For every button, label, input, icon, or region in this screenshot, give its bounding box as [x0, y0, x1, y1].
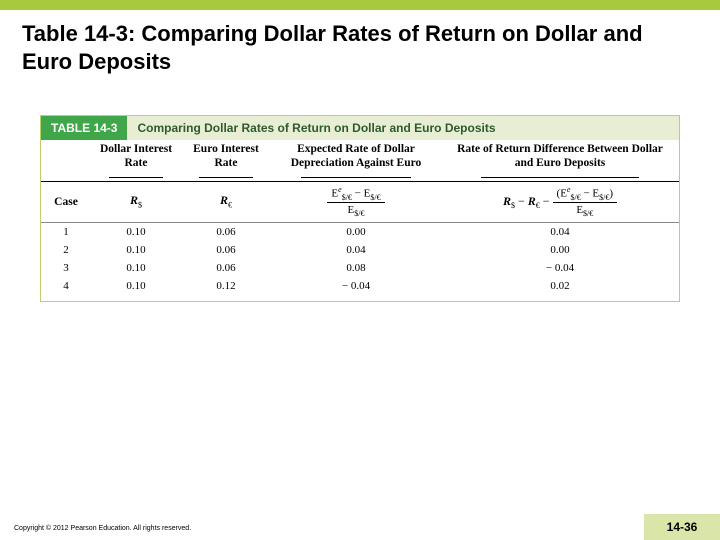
symbol-difference-formula: R$ − R€ − (Ee$/€ − E$/€) E$/€ — [441, 181, 679, 222]
table-container: TABLE 14-3 Comparing Dollar Rates of Ret… — [40, 115, 680, 302]
cell-r-euro: 0.06 — [181, 259, 271, 277]
table-row: 2 0.10 0.06 0.04 0.00 — [41, 241, 679, 259]
cell-depreciation: 0.08 — [271, 259, 441, 277]
accent-top-bar — [0, 0, 720, 10]
cell-difference: 0.02 — [441, 277, 679, 295]
table-number-chip: TABLE 14-3 — [41, 116, 127, 140]
copyright-text: Copyright © 2012 Pearson Education. All … — [14, 525, 191, 532]
col-header-euro-rate: Euro Interest Rate — [181, 140, 271, 174]
symbol-row: Case R$ R€ Ee$/€ − E$/€ E$/€ R$ − R€ − (… — [41, 181, 679, 222]
cell-r-euro: 0.06 — [181, 241, 271, 259]
cell-r-dollar: 0.10 — [91, 241, 181, 259]
cell-depreciation: 0.04 — [271, 241, 441, 259]
header-rule-row — [41, 174, 679, 182]
cell-r-dollar: 0.10 — [91, 277, 181, 295]
cell-case: 1 — [41, 223, 91, 241]
cell-case: 4 — [41, 277, 91, 295]
table-title-bar: TABLE 14-3 Comparing Dollar Rates of Ret… — [41, 116, 679, 140]
cell-case: 3 — [41, 259, 91, 277]
slide-title: Table 14-3: Comparing Dollar Rates of Re… — [0, 10, 720, 81]
cell-difference: 0.00 — [441, 241, 679, 259]
header-text-row: Dollar Interest Rate Euro Interest Rate … — [41, 140, 679, 174]
footer: Copyright © 2012 Pearson Education. All … — [0, 514, 720, 540]
cell-r-dollar: 0.10 — [91, 223, 181, 241]
cell-r-euro: 0.12 — [181, 277, 271, 295]
col-header-depreciation: Expected Rate of Dollar Depreciation Aga… — [271, 140, 441, 174]
symbol-depreciation-fraction: Ee$/€ − E$/€ E$/€ — [271, 181, 441, 222]
cell-difference: − 0.04 — [441, 259, 679, 277]
cell-r-euro: 0.06 — [181, 223, 271, 241]
col-header-difference: Rate of Return Difference Between Dollar… — [441, 140, 679, 174]
rates-table: Dollar Interest Rate Euro Interest Rate … — [41, 140, 679, 301]
case-column-label: Case — [41, 181, 91, 222]
table-row: 1 0.10 0.06 0.00 0.04 — [41, 223, 679, 241]
cell-depreciation: 0.00 — [271, 223, 441, 241]
cell-difference: 0.04 — [441, 223, 679, 241]
col-header-dollar-rate: Dollar Interest Rate — [91, 140, 181, 174]
symbol-r-euro: R€ — [181, 181, 271, 222]
page-number-chip: 14-36 — [644, 514, 720, 540]
table-row: 3 0.10 0.06 0.08 − 0.04 — [41, 259, 679, 277]
table-title-text: Comparing Dollar Rates of Return on Doll… — [127, 116, 679, 140]
table-row: 4 0.10 0.12 − 0.04 0.02 — [41, 277, 679, 295]
cell-case: 2 — [41, 241, 91, 259]
cell-depreciation: − 0.04 — [271, 277, 441, 295]
symbol-r-dollar: R$ — [91, 181, 181, 222]
cell-r-dollar: 0.10 — [91, 259, 181, 277]
